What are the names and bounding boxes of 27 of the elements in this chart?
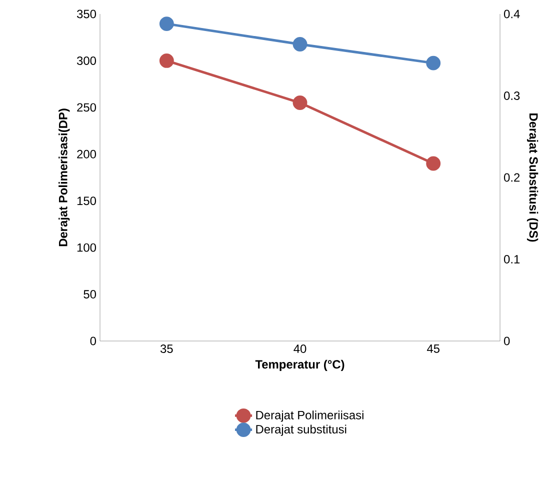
- y2-axis-title: Derajat Substitusi (DS): [526, 114, 538, 242]
- y2-tick-label: 0.4: [504, 10, 520, 18]
- point: [159, 53, 174, 68]
- x-axis-title: Temperatur (°C): [255, 360, 344, 371]
- y2-tick-label: 0.2: [504, 173, 520, 182]
- point: [426, 56, 441, 70]
- y-tick-label: 250: [77, 103, 96, 112]
- x-tick-label: 35: [160, 344, 173, 353]
- y2-tick-label: 0.1: [504, 255, 520, 264]
- y-tick-label: 50: [84, 290, 96, 299]
- point: [292, 37, 308, 52]
- y-tick-label: 100: [77, 243, 96, 252]
- x-tick-label: 45: [426, 344, 440, 353]
- point: [426, 156, 441, 171]
- y2-tick-label: 0: [504, 336, 510, 346]
- y-tick-label: 200: [77, 150, 96, 158]
- x-tick-label: 40: [294, 344, 306, 353]
- y2-tick-label: 0.3: [504, 92, 520, 100]
- legend-label: Derajat Polimeriisasi: [256, 410, 364, 422]
- y-tick-label: 300: [76, 56, 96, 65]
- point: [159, 16, 174, 32]
- y-tick-label: 0: [90, 336, 96, 346]
- y-axis-title: Derajat Polimerisasi(DP): [58, 108, 70, 246]
- y-tick-label: 350: [76, 10, 96, 18]
- point: [292, 96, 308, 110]
- y-tick-label: 150: [77, 196, 96, 206]
- legend-label: Derajat substitusi: [256, 424, 346, 436]
